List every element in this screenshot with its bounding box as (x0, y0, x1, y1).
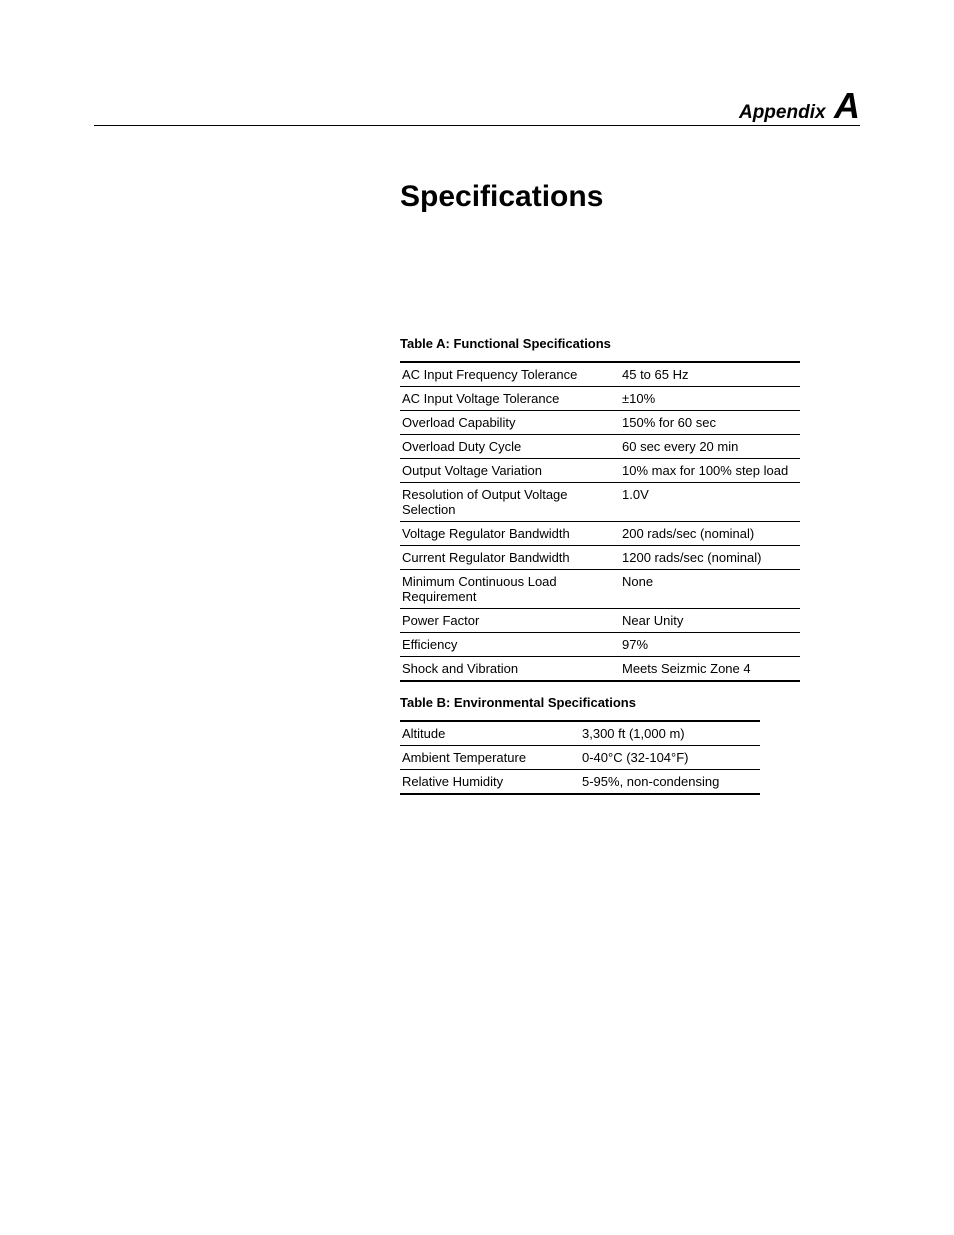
spec-value: 200 rads/sec (nominal) (620, 522, 800, 546)
spec-label: Power Factor (400, 609, 620, 633)
spec-label: AC Input Frequency Tolerance (400, 362, 620, 387)
spec-value: 0-40°C (32-104°F) (580, 746, 760, 770)
spec-label: Ambient Temperature (400, 746, 580, 770)
spec-label: Current Regulator Bandwidth (400, 546, 620, 570)
spec-value: 1200 rads/sec (nominal) (620, 546, 800, 570)
spec-label: Output Voltage Variation (400, 459, 620, 483)
table-row: Shock and Vibration Meets Seizmic Zone 4 (400, 657, 800, 682)
table-b-title: Table B: Environmental Specifications (400, 695, 760, 710)
spec-value: Near Unity (620, 609, 800, 633)
spec-value: 150% for 60 sec (620, 411, 800, 435)
table-row: Voltage Regulator Bandwidth 200 rads/sec… (400, 522, 800, 546)
appendix-label: Appendix (739, 102, 826, 123)
spec-value: 5-95%, non-condensing (580, 770, 760, 795)
appendix-letter: A (834, 85, 860, 126)
table-a-title: Table A: Functional Specifications (400, 336, 800, 351)
table-row: Resolution of Output Voltage Selection 1… (400, 483, 800, 522)
table-row: Efficiency 97% (400, 633, 800, 657)
table-row: Power Factor Near Unity (400, 609, 800, 633)
table-row: Overload Capability 150% for 60 sec (400, 411, 800, 435)
table-row: Current Regulator Bandwidth 1200 rads/se… (400, 546, 800, 570)
table-row: Ambient Temperature 0-40°C (32-104°F) (400, 746, 760, 770)
table-row: Relative Humidity 5-95%, non-condensing (400, 770, 760, 795)
spec-label: Voltage Regulator Bandwidth (400, 522, 620, 546)
spec-value: 1.0V (620, 483, 800, 522)
table-b-section: Table B: Environmental Specifications Al… (400, 695, 760, 795)
table-a-section: Table A: Functional Specifications AC In… (400, 336, 800, 682)
page-title: Specifications (400, 180, 603, 214)
spec-value: 10% max for 100% step load (620, 459, 800, 483)
spec-value: 3,300 ft (1,000 m) (580, 721, 760, 746)
spec-value: None (620, 570, 800, 609)
spec-value: Meets Seizmic Zone 4 (620, 657, 800, 682)
spec-label: Minimum Continuous Load Requirement (400, 570, 620, 609)
spec-label: Overload Duty Cycle (400, 435, 620, 459)
table-row: Overload Duty Cycle 60 sec every 20 min (400, 435, 800, 459)
spec-value: 60 sec every 20 min (620, 435, 800, 459)
functional-specifications-table: AC Input Frequency Tolerance 45 to 65 Hz… (400, 361, 800, 682)
header-divider (94, 125, 860, 126)
spec-label: Shock and Vibration (400, 657, 620, 682)
table-row: AC Input Voltage Tolerance ±10% (400, 387, 800, 411)
table-row: Altitude 3,300 ft (1,000 m) (400, 721, 760, 746)
spec-label: Resolution of Output Voltage Selection (400, 483, 620, 522)
table-row: AC Input Frequency Tolerance 45 to 65 Hz (400, 362, 800, 387)
spec-value: 45 to 65 Hz (620, 362, 800, 387)
spec-label: Efficiency (400, 633, 620, 657)
spec-label: Overload Capability (400, 411, 620, 435)
page-header: Appendix A (739, 85, 860, 127)
spec-value: ±10% (620, 387, 800, 411)
table-row: Minimum Continuous Load Requirement None (400, 570, 800, 609)
spec-label: Relative Humidity (400, 770, 580, 795)
table-row: Output Voltage Variation 10% max for 100… (400, 459, 800, 483)
environmental-specifications-table: Altitude 3,300 ft (1,000 m) Ambient Temp… (400, 720, 760, 795)
spec-label: Altitude (400, 721, 580, 746)
spec-value: 97% (620, 633, 800, 657)
spec-label: AC Input Voltage Tolerance (400, 387, 620, 411)
